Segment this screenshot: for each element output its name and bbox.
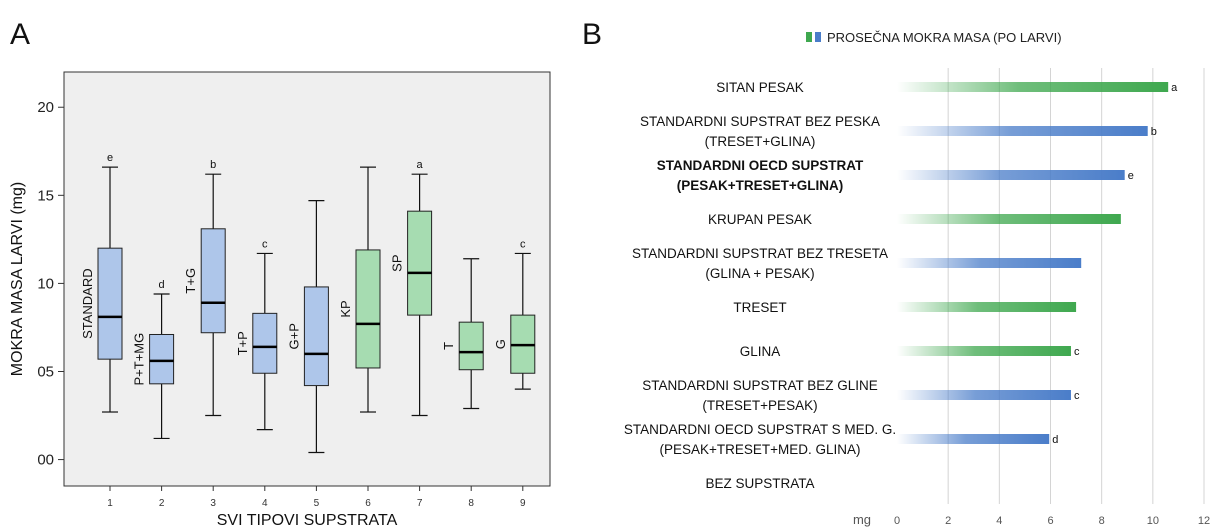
y-tick-label: 15	[37, 187, 54, 204]
x-tick-label: 0	[894, 515, 900, 527]
significance-letter: a	[417, 159, 424, 171]
significance-letter: c	[1074, 346, 1080, 358]
y-tick-label: 05	[37, 363, 54, 380]
category-label: STANDARDNI SUPSTRAT BEZ TRESETA	[632, 246, 888, 261]
box-label: P+T+MG	[132, 333, 147, 386]
box	[303, 286, 329, 387]
category-label: BEZ SUPSTRATA	[705, 476, 814, 491]
significance-letter: c	[1074, 390, 1080, 402]
boxes: e STANDARD d P+T+MG b T+G c T+P G+P KP a SP Tc G	[80, 152, 536, 454]
x-tick-label: 3	[210, 498, 216, 509]
x-tick-label: 9	[520, 498, 526, 509]
box-label: T+P	[235, 331, 250, 355]
box-label: T+G	[183, 268, 198, 294]
box-label: G	[493, 339, 508, 349]
category-label: KRUPAN PESAK	[708, 212, 812, 227]
significance-letter: d	[159, 279, 165, 291]
x-tick-label: 1	[107, 498, 113, 509]
bars: a b e c c d	[897, 82, 1178, 446]
x-tick-label: 6	[1047, 515, 1053, 527]
category-label: (TRESET+GLINA)	[705, 134, 816, 149]
category-label: STANDARDNI SUPSTRAT BEZ PESKA	[640, 114, 880, 129]
x-axis-title-a: SVI TIPOVI SUPSTRATA	[217, 512, 398, 529]
x-axis-unit-b: mg	[853, 512, 871, 527]
x-tick-label: 6	[365, 498, 371, 509]
category-label: STANDARDNI SUPSTRAT BEZ GLINE	[642, 378, 878, 393]
legend-swatch-green	[806, 32, 812, 42]
category-label: (GLINA + PESAK)	[705, 266, 814, 281]
category-label: (PESAK+TRESET+MED. GLINA)	[659, 442, 860, 457]
bar	[897, 434, 1050, 444]
box-label: G+P	[286, 323, 301, 349]
panel-letter-a: A	[10, 18, 30, 51]
bar	[897, 258, 1082, 268]
box-label: SP	[390, 254, 405, 271]
x-tick-label: 4	[262, 498, 268, 509]
x-axis-b: 0 2 4 6 8 10 12	[894, 515, 1210, 527]
box-plot-panel: 00 05 10 15 20 1 2 3 4 5 6 7 8 9 e STANDARD d P+T+MG b T+…	[9, 71, 551, 529]
box	[407, 210, 433, 316]
category-label: STANDARDNI OECD SUPSTRAT S MED. G.	[624, 422, 896, 437]
box-label: KP	[338, 300, 353, 317]
bar	[897, 346, 1071, 356]
x-tick-label: 8	[468, 498, 474, 509]
category-label: TRESET	[733, 300, 786, 315]
box	[458, 321, 484, 371]
category-label: STANDARDNI OECD SUPSTRAT	[657, 158, 864, 173]
box	[200, 228, 226, 334]
y-tick-label: 00	[37, 452, 54, 469]
bar	[897, 302, 1077, 312]
category-labels: SITAN PESAK STANDARDNI SUPSTRAT BEZ PESKA…	[624, 80, 896, 491]
category-label: (PESAK+TRESET+GLINA)	[677, 178, 844, 193]
significance-letter: d	[1052, 434, 1058, 446]
significance-letter: c	[262, 238, 268, 250]
box	[149, 333, 175, 385]
gridlines-b	[947, 68, 1205, 504]
x-tick-label: 8	[1099, 515, 1105, 527]
x-tick-label: 10	[1147, 515, 1159, 527]
plot-area-a	[63, 71, 551, 487]
bar	[897, 390, 1071, 400]
significance-letter: c	[520, 238, 526, 250]
significance-letter: b	[210, 159, 216, 171]
bar	[897, 170, 1125, 180]
x-tick-label: 7	[417, 498, 423, 509]
y-tick-label: 10	[37, 275, 54, 292]
x-tick-label: 12	[1198, 515, 1210, 527]
box-label: T	[441, 342, 456, 350]
box	[97, 247, 123, 360]
category-label: (TRESET+PESAK)	[702, 398, 817, 413]
category-label: GLINA	[740, 344, 781, 359]
box	[252, 312, 278, 374]
legend-label: PROSEČNA MOKRA MASA (PO LARVI)	[827, 30, 1062, 45]
x-tick-label: 4	[996, 515, 1002, 527]
y-axis-title-a: MOKRA MASA LARVI (mg)	[9, 182, 26, 376]
significance-letter: b	[1151, 126, 1157, 138]
box-label: STANDARD	[80, 268, 95, 339]
bar	[897, 126, 1148, 136]
bar	[897, 214, 1121, 224]
x-tick-label: 2	[945, 515, 951, 527]
bar	[897, 82, 1169, 92]
category-label: SITAN PESAK	[716, 80, 804, 95]
legend-swatch-blue	[815, 32, 821, 42]
significance-letter: a	[1171, 82, 1178, 94]
significance-letter: e	[1128, 170, 1134, 182]
box	[355, 249, 381, 369]
y-axis-a: 00 05 10 15 20	[37, 99, 64, 469]
bar-chart-panel: PROSEČNA MOKRA MASA (PO LARVI) a b e c c d SI…	[624, 30, 1210, 527]
y-tick-label: 20	[37, 99, 54, 116]
panel-letter-b: B	[582, 18, 602, 51]
x-axis-a: 1 2 3 4 5 6 7 8 9	[107, 486, 526, 509]
legend: PROSEČNA MOKRA MASA (PO LARVI)	[806, 30, 1062, 45]
x-tick-label: 5	[314, 498, 320, 509]
significance-letter: e	[107, 152, 113, 164]
x-tick-label: 2	[159, 498, 165, 509]
